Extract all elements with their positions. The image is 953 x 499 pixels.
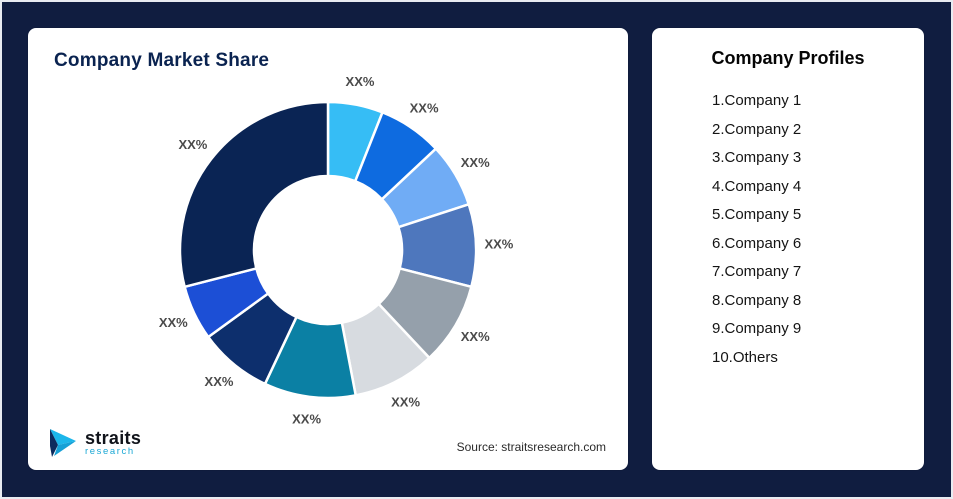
source-note: Source: straitsresearch.com — [456, 440, 606, 454]
company-profiles-list: 1.Company 1 2.Company 2 3.Company 3 4.Compa… — [712, 87, 924, 372]
company-list-item: 1.Company 1 — [712, 92, 802, 109]
company-list-item: 5.Company 5 — [712, 206, 802, 223]
segment-value-label: XX% — [292, 412, 321, 427]
segment-value-label: XX% — [410, 101, 439, 116]
company-list-item: 3.Company 3 — [712, 149, 802, 166]
segment-value-label: XX% — [461, 155, 490, 170]
company-list-item: 7.Company 7 — [712, 263, 802, 280]
straits-logo: straits research — [48, 428, 141, 458]
segment-value-label: XX% — [391, 394, 420, 409]
company-list-item: 6.Company 6 — [712, 234, 802, 252]
segment-value-label: XX% — [484, 237, 513, 252]
company-profiles-card: Company Profiles 1.Company 1 2.Company 2 3… — [652, 28, 924, 470]
straits-logo-icon — [50, 429, 76, 457]
donut-chart: XX% XX% XX% XX% XX% XX% XX% XX% XX% XX% — [159, 74, 514, 427]
segment-value-label: XX% — [205, 374, 234, 389]
segment-value-label: XX% — [461, 329, 490, 344]
profiles-title: Company Profiles — [711, 48, 865, 68]
logo-brand-text: straits — [85, 427, 142, 448]
chart-title: Company Market Share — [54, 50, 270, 71]
company-list-item: 10.Others — [712, 348, 778, 366]
market-share-card: Company Market Share XX% XX% XX% XX% XX% XX% X… — [28, 28, 628, 470]
company-list-item: 9.Company 9 — [712, 320, 802, 337]
company-list-item: 2.Company 2 — [712, 120, 802, 138]
logo-sub-text: research — [85, 446, 135, 458]
segment-value-label: XX% — [346, 74, 375, 89]
logo-text: straits research — [85, 427, 142, 458]
segment-value-label: XX% — [178, 137, 207, 152]
segment-value-label: XX% — [159, 315, 188, 330]
company-list-item: 8.Company 8 — [712, 291, 802, 309]
donut-segment — [178, 100, 330, 289]
company-list-item: 4.Company 4 — [712, 177, 802, 195]
